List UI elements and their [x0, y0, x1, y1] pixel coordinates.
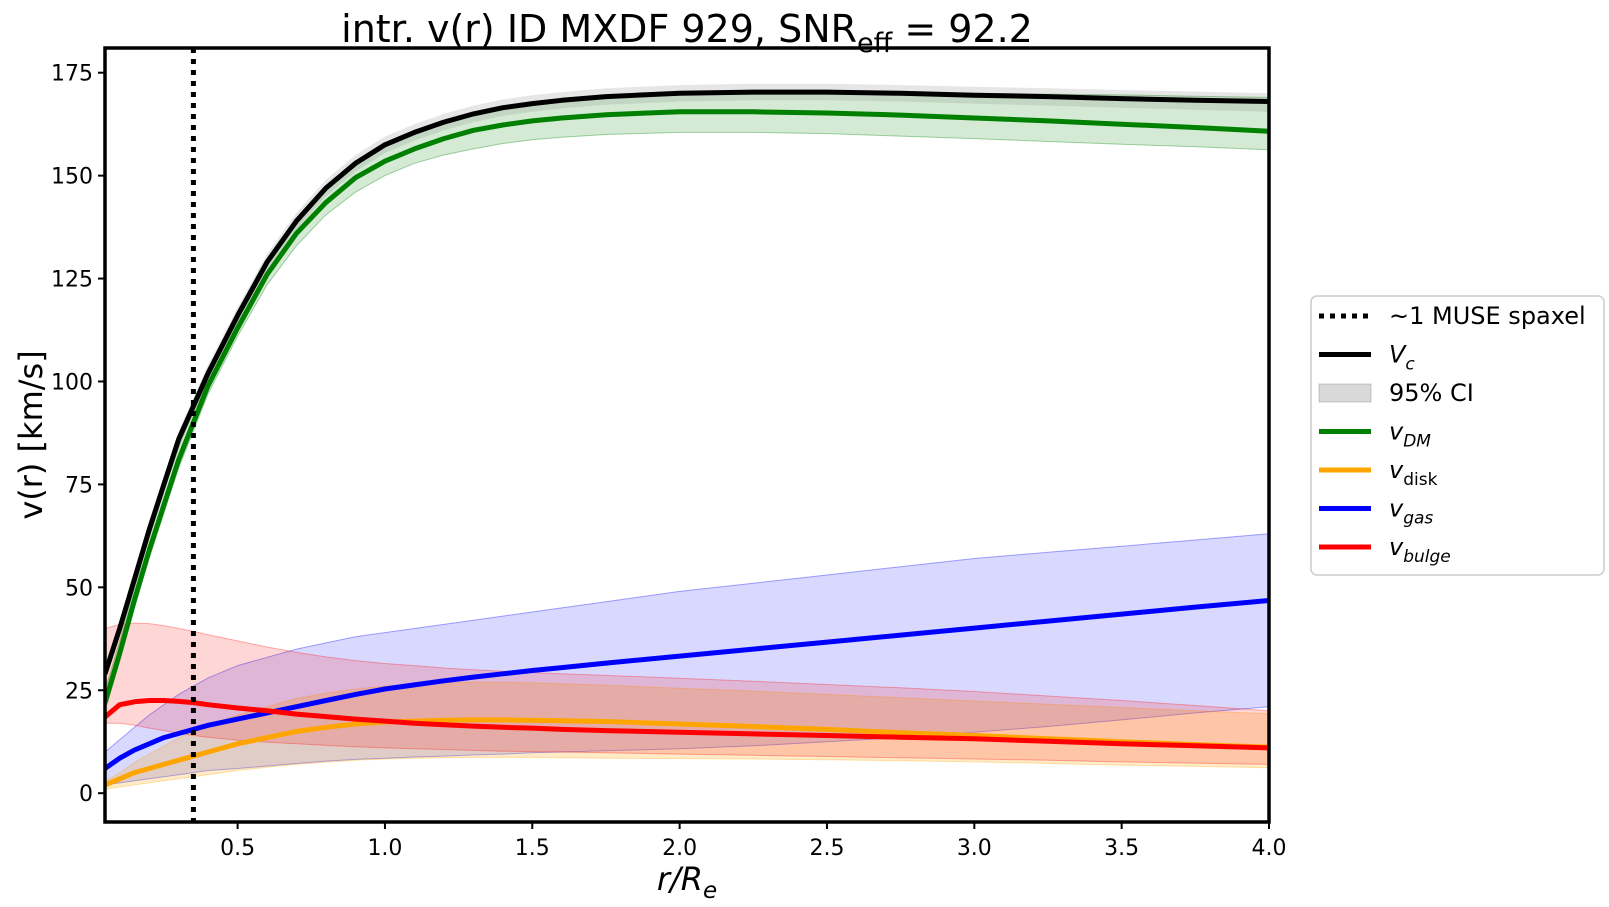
x-tick-label: 2.5 [809, 836, 844, 861]
y-tick-label: 75 [65, 473, 93, 498]
plot-frame [103, 46, 1271, 824]
legend-item-vgas: vgas [1319, 495, 1433, 529]
x-axis-title-main: r/R [657, 860, 703, 898]
y-tick-label: 25 [65, 679, 93, 704]
legend-label: Vc [1389, 341, 1415, 375]
band-v-bulge [105, 622, 1269, 765]
line-v-bulge [105, 698, 1269, 751]
legend-swatch [1318, 383, 1372, 403]
legend: ~1 MUSE spaxel Vc 95% CI vDM vdisk vgas vbulge [1310, 295, 1605, 576]
y-tick-label: 50 [65, 576, 93, 601]
line-v-dm [105, 109, 1269, 704]
legend-label: vgas [1389, 495, 1433, 529]
legend-label: vdisk [1389, 456, 1438, 490]
legend-label: vDM [1389, 418, 1431, 452]
x-tick-label: 3.5 [1104, 836, 1139, 861]
y-tick-label: 100 [51, 370, 93, 395]
legend-item-vdm: vDM [1319, 418, 1431, 452]
x-axis-ticks: 0.5 1.0 1.5 2.0 2.5 3.0 3.5 4.0 [220, 822, 1287, 861]
line-v-c [105, 89, 1269, 675]
legend-label: ~1 MUSE spaxel [1389, 302, 1586, 330]
x-tick-label: 2.0 [662, 836, 697, 861]
x-axis-title: r/Re [657, 860, 717, 903]
legend-item-vc: Vc [1319, 341, 1415, 375]
band-v-disk [105, 681, 1269, 790]
chart-title-prefix: intr. v(r) ID MXDF 929, SNR [341, 7, 857, 51]
legend-item-vbulge: vbulge [1319, 533, 1451, 567]
confidence-bands [105, 83, 1269, 790]
y-axis-title: v(r) [km/s] [12, 350, 50, 519]
series-lines [105, 89, 1269, 788]
y-tick-label: 125 [51, 268, 93, 293]
legend-box [1310, 295, 1605, 576]
x-axis-title-subscript: e [703, 878, 717, 903]
y-tick-label: 175 [51, 62, 93, 87]
y-tick-label: 150 [51, 165, 93, 190]
legend-label: vbulge [1389, 533, 1451, 567]
legend-item-ci: 95% CI [1318, 379, 1474, 407]
legend-label: 95% CI [1389, 379, 1474, 407]
line-v-gas [105, 598, 1269, 771]
x-tick-label: 3.0 [957, 836, 992, 861]
x-tick-label: 0.5 [220, 836, 255, 861]
legend-item-vdisk: vdisk [1319, 456, 1438, 490]
y-axis-ticks: 0 25 50 75 100 125 150 175 [51, 62, 105, 807]
line-v-disk [105, 717, 1269, 788]
x-tick-label: 1.5 [515, 836, 550, 861]
chart-title-subscript: eff [857, 28, 894, 59]
chart-title-suffix: = 92.2 [892, 7, 1033, 51]
x-tick-label: 4.0 [1252, 836, 1287, 861]
x-tick-label: 1.0 [367, 836, 402, 861]
chart-title: intr. v(r) ID MXDF 929, SNReff = 92.2 [341, 7, 1033, 59]
legend-item-spaxel: ~1 MUSE spaxel [1319, 302, 1586, 330]
y-tick-label: 0 [79, 782, 93, 807]
